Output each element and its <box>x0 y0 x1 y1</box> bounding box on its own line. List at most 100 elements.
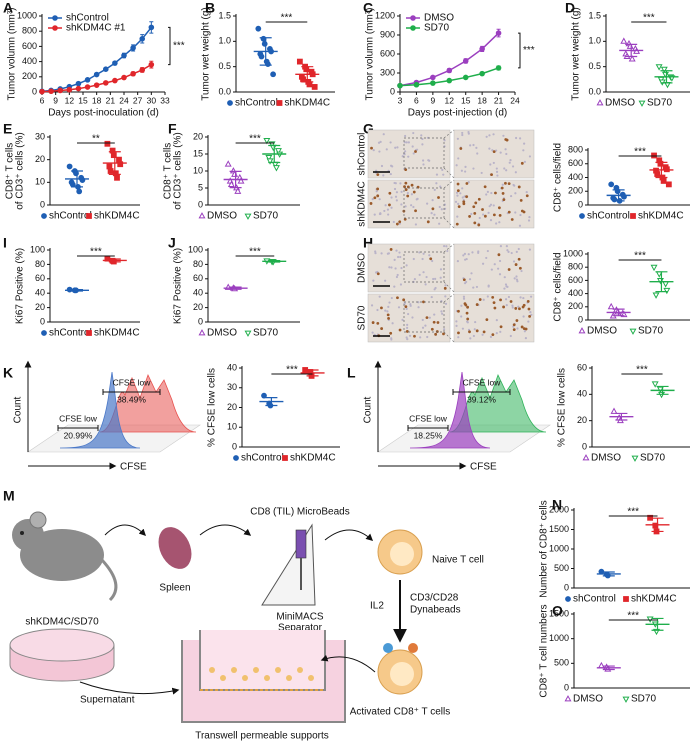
sd-bar <box>651 517 664 533</box>
nucleus <box>513 277 516 280</box>
arrow <box>79 681 180 695</box>
stained-cell <box>459 147 463 150</box>
nucleus <box>523 330 526 333</box>
row-label: SD70 <box>357 305 368 330</box>
nucleus <box>394 195 398 198</box>
nucleus <box>504 148 507 151</box>
nucleus <box>412 131 415 135</box>
y-tick-label: 0 <box>40 199 45 209</box>
nucleus <box>428 316 431 319</box>
stained-cell <box>473 211 477 215</box>
beads-label: CD8 (TIL) MicroBeads <box>250 507 349 518</box>
y-axis-label: % CFSE low cells <box>207 368 218 447</box>
point <box>657 160 664 167</box>
y-tick-label: 400 <box>568 288 583 298</box>
point <box>303 66 310 73</box>
legend-marker <box>623 596 629 602</box>
nucleus <box>506 249 509 252</box>
nucleus <box>514 136 518 140</box>
nucleus <box>405 307 408 310</box>
stained-cell <box>388 191 392 195</box>
panel-letter: B <box>205 0 215 16</box>
nucleus <box>410 193 413 196</box>
il2-label: IL2 <box>370 601 384 612</box>
nucleus <box>435 173 439 176</box>
arrow <box>324 529 374 541</box>
nucleus <box>509 334 512 338</box>
nucleus <box>393 285 396 288</box>
nucleus <box>517 247 520 251</box>
stained-cell <box>414 150 417 153</box>
nucleus <box>459 192 462 195</box>
stained-cell <box>388 203 391 207</box>
point <box>263 137 271 145</box>
point <box>608 181 615 188</box>
stained-cell <box>474 201 478 205</box>
point <box>462 74 469 81</box>
nucleus <box>460 304 463 307</box>
nucleus <box>398 251 401 254</box>
nucleus <box>518 137 522 140</box>
y-tick-label: 1.0 <box>218 36 231 46</box>
significance: *** <box>286 365 298 376</box>
stained-cell <box>404 181 408 185</box>
nucleus <box>489 335 493 338</box>
y-tick-label: 20 <box>577 415 587 425</box>
gate <box>452 389 511 395</box>
spleen <box>158 527 192 569</box>
legend-label: SD70 <box>638 326 663 337</box>
panel-letter: L <box>347 365 356 381</box>
point <box>76 188 83 195</box>
sd-bar <box>655 161 668 179</box>
legend-label: DMSO <box>207 328 237 339</box>
nucleus <box>508 161 511 164</box>
nucleus <box>491 149 494 152</box>
stained-cell <box>512 323 516 327</box>
stained-cell <box>457 309 460 313</box>
stained-cell <box>376 272 380 276</box>
nucleus <box>413 277 416 281</box>
point <box>652 292 660 299</box>
nucleus <box>422 163 425 166</box>
nucleus <box>466 321 469 324</box>
axes <box>235 14 335 93</box>
nucleus <box>379 140 382 143</box>
nucleus <box>486 295 489 298</box>
nucleus <box>371 331 374 334</box>
nucleus <box>421 137 424 141</box>
nucleus <box>421 143 424 146</box>
point <box>654 171 661 177</box>
legend-label: shControl <box>235 98 278 109</box>
y-tick-label: 200 <box>568 301 583 311</box>
y-tick-label: 1500 <box>549 608 569 618</box>
y-tick-label: 800 <box>568 144 583 154</box>
x-tick-label: 12 <box>445 95 455 105</box>
legend-marker <box>630 213 636 219</box>
nucleus <box>461 133 464 137</box>
x-tick-label: 3 <box>398 95 403 105</box>
stained-cell <box>526 300 530 303</box>
arrow <box>104 524 146 536</box>
zoom-box <box>403 301 445 333</box>
nucleus <box>406 323 409 326</box>
nucleus <box>462 297 466 300</box>
micrograph <box>367 243 451 293</box>
nucleus <box>520 269 523 273</box>
stained-cell <box>497 253 501 257</box>
nucleus <box>395 191 399 194</box>
stained-cell <box>465 182 469 185</box>
y-axis-label: of CD3⁺ cells (%) <box>15 132 26 210</box>
nucleus <box>474 320 477 324</box>
significance: *** <box>634 251 646 262</box>
nucleus <box>441 168 444 171</box>
nucleus <box>504 298 508 301</box>
y-tick-label: 900 <box>380 29 395 39</box>
y-tick-label: 300 <box>380 67 395 77</box>
axes <box>207 135 300 206</box>
point <box>237 177 245 184</box>
stained-cell <box>490 173 493 177</box>
gate-label: CFSE low <box>409 413 448 423</box>
stained-cell <box>370 146 373 150</box>
y-axis-label: CD8⁺ T cell numbers <box>539 604 550 697</box>
legend-marker <box>631 455 639 462</box>
